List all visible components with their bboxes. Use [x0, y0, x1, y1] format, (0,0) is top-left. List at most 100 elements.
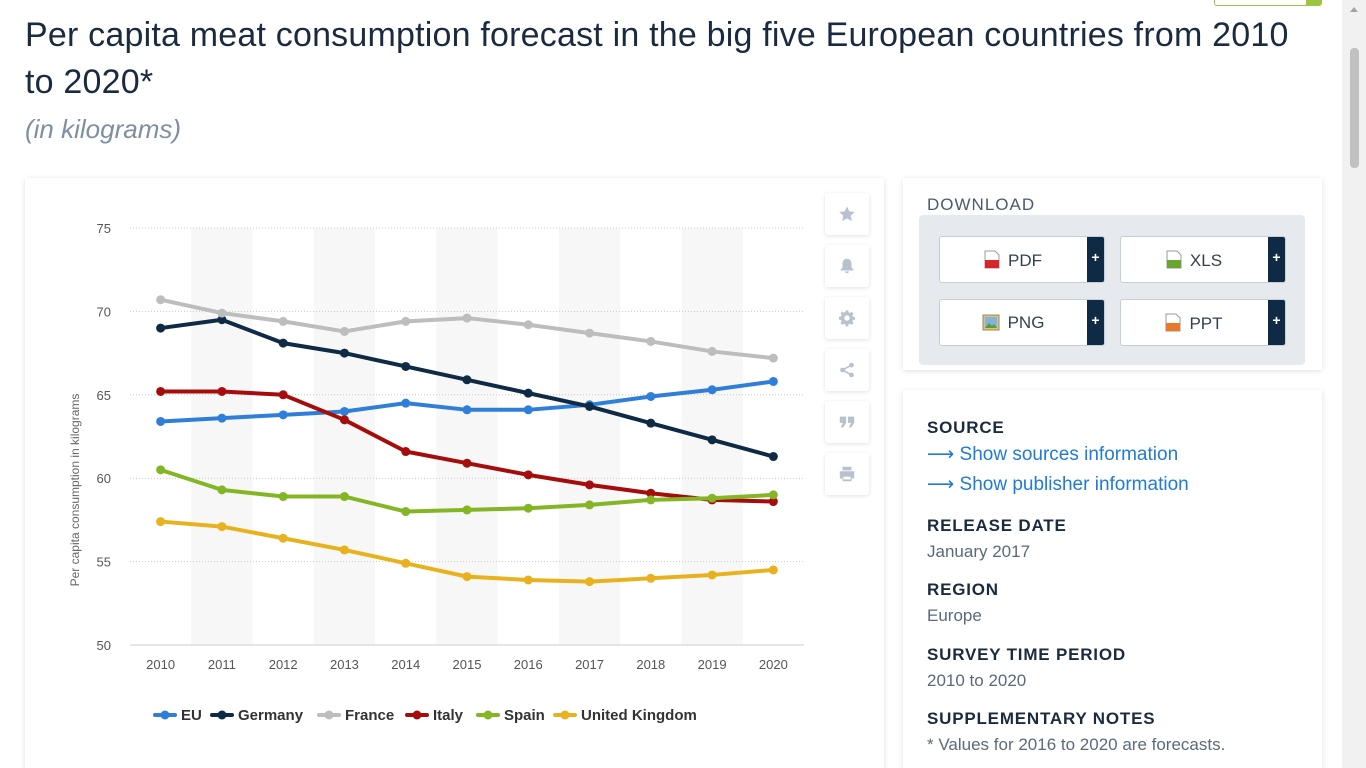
data-point-spain	[523, 503, 533, 513]
data-point-germany	[278, 338, 288, 348]
supplementary-notes-value: * Values for 2016 to 2020 are forecasts.	[927, 735, 1226, 754]
data-point-germany	[156, 323, 166, 333]
line-chart: 50 55 60 65 70 75 2010 2011 2012 2013 2014 2015 201…	[68, 221, 804, 724]
data-point-united-kingdom	[401, 558, 411, 568]
show-publisher-link[interactable]: ⟶ Show publisher information	[927, 473, 1189, 496]
series-germany	[156, 315, 778, 462]
source-heading: SOURCE	[927, 418, 1005, 437]
download-title: DOWNLOAD	[927, 195, 1036, 214]
data-point-france	[217, 308, 227, 318]
xls-file-icon	[1166, 250, 1182, 269]
x-tick-label: 2012	[269, 657, 298, 672]
data-point-united-kingdom	[278, 533, 288, 543]
data-point-spain	[462, 505, 472, 515]
data-point-spain	[217, 485, 227, 495]
legend-marker	[324, 710, 334, 720]
data-point-eu	[401, 398, 411, 408]
data-point-italy	[401, 447, 411, 457]
top-action-button[interactable]	[1214, 0, 1322, 6]
settings-button[interactable]	[825, 297, 869, 339]
scrollbar-thumb[interactable]	[1350, 48, 1359, 168]
data-point-france	[523, 320, 533, 330]
legend-item-eu: EU	[153, 707, 202, 724]
region-heading: REGION	[927, 580, 999, 599]
data-point-italy	[523, 470, 533, 480]
download-xls-button[interactable]: XLS +	[1120, 236, 1286, 283]
data-point-spain	[646, 495, 656, 505]
region-value: Europe	[927, 606, 982, 625]
y-tick-label: 70	[97, 304, 111, 319]
show-publisher-label: Show publisher information	[959, 474, 1189, 495]
supplementary-notes-heading: SUPPLEMENTARY NOTES	[927, 709, 1156, 728]
info-card: SOURCE ⟶ Show sources information ⟶ Show…	[903, 390, 1322, 768]
data-point-germany	[462, 375, 472, 385]
legend-item-united-kingdom: United Kingdom	[553, 707, 697, 724]
data-point-united-kingdom	[462, 572, 472, 582]
data-point-spain	[278, 492, 288, 502]
data-point-italy	[768, 497, 778, 507]
data-point-eu	[156, 416, 166, 426]
series-france	[156, 295, 778, 363]
data-point-eu	[217, 413, 227, 423]
data-point-eu	[278, 410, 288, 420]
data-point-germany	[768, 452, 778, 462]
quote-icon	[839, 416, 855, 428]
survey-period-value: 2010 to 2020	[927, 671, 1027, 690]
survey-period-heading: SURVEY TIME PERIOD	[927, 645, 1126, 664]
pdf-file-icon	[984, 250, 1000, 269]
data-point-spain	[585, 500, 595, 510]
data-point-italy	[278, 390, 288, 400]
data-point-germany	[646, 418, 656, 428]
data-point-italy	[462, 458, 472, 468]
cite-button[interactable]	[825, 401, 869, 443]
data-point-eu	[707, 385, 717, 395]
data-point-italy	[156, 386, 166, 396]
print-icon	[839, 466, 855, 482]
legend-marker	[483, 710, 493, 720]
download-pdf-plus[interactable]: +	[1087, 237, 1104, 282]
data-point-germany	[401, 361, 411, 371]
download-xls-plus[interactable]: +	[1268, 237, 1285, 282]
data-point-united-kingdom	[217, 522, 227, 532]
data-point-united-kingdom	[585, 577, 595, 587]
notification-button[interactable]	[825, 245, 869, 287]
data-point-eu	[768, 376, 778, 386]
download-panel: PDF + XLS + PNG + PPT +	[919, 215, 1305, 365]
legend-item-france: France	[317, 707, 394, 724]
download-ppt-button[interactable]: PPT +	[1120, 299, 1286, 346]
download-png-button[interactable]: PNG +	[939, 299, 1105, 346]
scroll-up-icon[interactable]	[1350, 7, 1358, 12]
data-point-spain	[339, 492, 349, 502]
download-ppt-plus[interactable]: +	[1268, 300, 1285, 345]
page-scrollbar[interactable]	[1342, 0, 1366, 768]
legend-label: Italy	[433, 707, 464, 724]
share-button[interactable]	[825, 349, 869, 391]
data-point-france	[768, 353, 778, 363]
download-xls-label: XLS	[1189, 251, 1223, 270]
category-band	[558, 228, 621, 645]
data-point-germany	[523, 388, 533, 398]
y-tick-label: 60	[97, 471, 111, 486]
category-band	[313, 228, 376, 645]
legend-item-germany: Germany	[210, 707, 304, 724]
print-button[interactable]	[825, 453, 869, 495]
legend-label: France	[345, 707, 394, 724]
data-point-italy	[339, 415, 349, 425]
download-pdf-button[interactable]: PDF +	[939, 236, 1105, 283]
download-png-plus[interactable]: +	[1087, 300, 1104, 345]
download-card: DOWNLOAD PDF + XLS + PNG +	[903, 178, 1322, 370]
legend-label: EU	[181, 707, 202, 724]
data-point-france	[585, 328, 595, 338]
x-tick-label: 2017	[575, 657, 604, 672]
gear-icon	[838, 310, 856, 327]
data-point-united-kingdom	[768, 565, 778, 575]
show-sources-link[interactable]: ⟶ Show sources information	[927, 443, 1178, 466]
download-ppt-label: PPT	[1189, 314, 1223, 333]
legend-item-spain: Spain	[476, 707, 545, 724]
data-point-united-kingdom	[707, 570, 717, 580]
favorite-button[interactable]	[825, 193, 869, 235]
data-point-united-kingdom	[523, 575, 533, 585]
legend-label: Germany	[238, 707, 304, 724]
ppt-file-icon	[1165, 313, 1181, 332]
